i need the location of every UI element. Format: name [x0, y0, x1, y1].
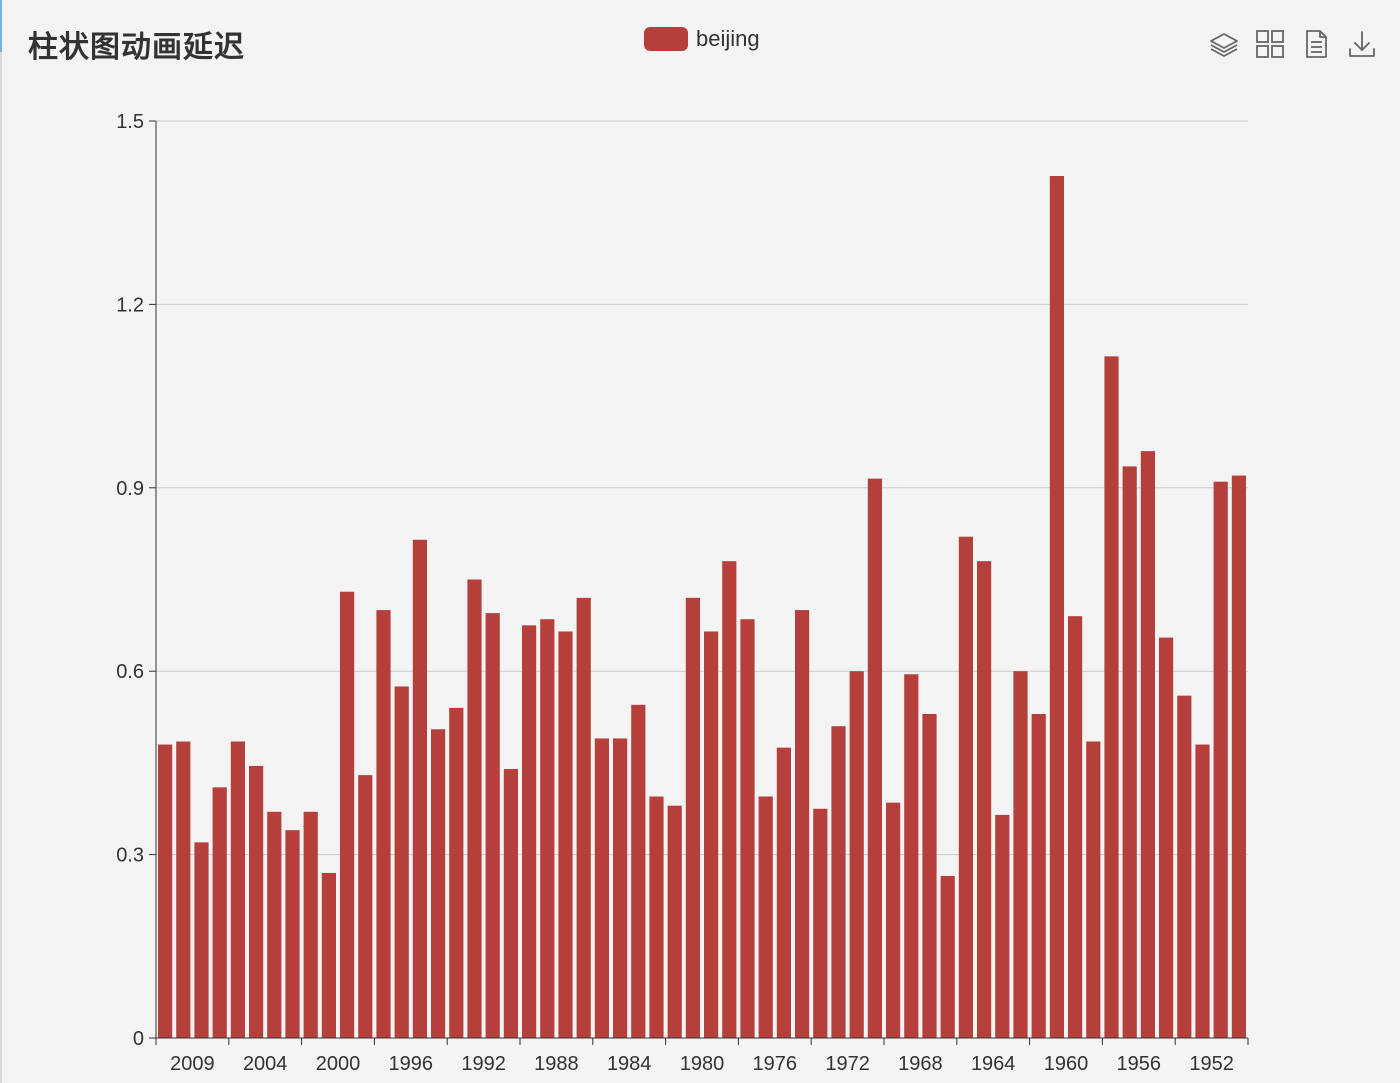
- bar[interactable]: [340, 591, 355, 1038]
- bar[interactable]: [449, 707, 464, 1038]
- bars: [158, 176, 1246, 1039]
- bar[interactable]: [212, 787, 227, 1038]
- bar[interactable]: [831, 726, 846, 1038]
- data-view-icon[interactable]: [1298, 26, 1334, 62]
- bar[interactable]: [1159, 637, 1174, 1038]
- bar[interactable]: [576, 597, 591, 1038]
- bar[interactable]: [1177, 695, 1192, 1038]
- bar[interactable]: [649, 796, 664, 1038]
- bar[interactable]: [522, 625, 537, 1038]
- bar[interactable]: [467, 579, 482, 1039]
- tile-icon[interactable]: [1252, 26, 1288, 62]
- chart-title: 柱状图动画延迟: [28, 30, 245, 65]
- bar[interactable]: [303, 811, 318, 1038]
- bar[interactable]: [1031, 713, 1046, 1038]
- legend-item-beijing[interactable]: beijing: [644, 26, 760, 52]
- y-tick-label: 1.2: [116, 294, 144, 316]
- bar[interactable]: [412, 539, 427, 1038]
- bar[interactable]: [958, 536, 973, 1038]
- bar[interactable]: [886, 802, 901, 1038]
- grid-lines: [156, 120, 1248, 856]
- bar[interactable]: [431, 729, 446, 1038]
- bar[interactable]: [904, 674, 919, 1038]
- bar[interactable]: [849, 671, 864, 1038]
- axes: 0 0.3 0.6 0.9 1.2 1.5 2009 2004 2000 1996 1992 1988…: [116, 111, 1249, 1075]
- bar[interactable]: [685, 597, 700, 1038]
- x-tick-label: 2009: [170, 1053, 215, 1075]
- bar[interactable]: [1231, 475, 1246, 1038]
- x-tick-label: 2000: [316, 1053, 361, 1075]
- x-tick-label: 2004: [243, 1053, 288, 1075]
- bar[interactable]: [249, 765, 264, 1038]
- bar[interactable]: [176, 741, 191, 1038]
- bar[interactable]: [158, 744, 173, 1038]
- x-tick-label: 1984: [607, 1053, 652, 1075]
- bar[interactable]: [230, 741, 245, 1038]
- left-border: [0, 0, 2, 1083]
- x-tick-label: 1988: [534, 1053, 579, 1075]
- bar[interactable]: [1049, 176, 1064, 1038]
- bar[interactable]: [704, 631, 719, 1038]
- bar[interactable]: [321, 872, 336, 1038]
- bar[interactable]: [503, 769, 518, 1038]
- download-icon[interactable]: [1344, 26, 1380, 62]
- x-tick-label: 1964: [971, 1053, 1016, 1075]
- x-tick-label: 1996: [389, 1053, 434, 1075]
- legend-label: beijing: [696, 26, 760, 51]
- bar[interactable]: [1213, 481, 1228, 1039]
- legend-swatch: [644, 27, 688, 51]
- bar[interactable]: [194, 842, 209, 1038]
- bar[interactable]: [540, 619, 555, 1038]
- bar[interactable]: [594, 738, 609, 1038]
- left-border-highlight: [0, 0, 2, 52]
- bar[interactable]: [267, 811, 282, 1038]
- x-tick-label: 1956: [1117, 1053, 1162, 1075]
- bar[interactable]: [795, 610, 810, 1038]
- bar[interactable]: [667, 805, 682, 1038]
- y-tick-label: 0.9: [116, 478, 144, 500]
- bar[interactable]: [1086, 741, 1101, 1038]
- bar[interactable]: [613, 738, 628, 1038]
- bar[interactable]: [1122, 466, 1137, 1038]
- x-tick-label: 1972: [825, 1053, 870, 1075]
- toolbox: [1206, 26, 1380, 62]
- bar[interactable]: [776, 747, 791, 1038]
- bar[interactable]: [977, 561, 992, 1038]
- y-tick-label: 0: [133, 1028, 144, 1050]
- x-tick-label: 1968: [898, 1053, 943, 1075]
- bar[interactable]: [376, 610, 391, 1038]
- bar[interactable]: [758, 796, 773, 1038]
- bar[interactable]: [722, 561, 737, 1038]
- bar[interactable]: [1140, 451, 1155, 1038]
- x-tick-label: 1960: [1044, 1053, 1089, 1075]
- bar[interactable]: [485, 613, 500, 1038]
- x-tick-label: 1976: [753, 1053, 798, 1075]
- bar[interactable]: [995, 814, 1010, 1038]
- bar[interactable]: [558, 631, 573, 1038]
- x-tick-label: 1980: [680, 1053, 725, 1075]
- bar[interactable]: [1068, 616, 1083, 1038]
- x-tick-label: 1952: [1189, 1053, 1234, 1075]
- bar[interactable]: [358, 775, 373, 1038]
- bar[interactable]: [922, 713, 937, 1038]
- bar[interactable]: [1104, 356, 1119, 1038]
- stack-icon[interactable]: [1206, 26, 1242, 62]
- bar[interactable]: [867, 478, 882, 1038]
- bar[interactable]: [740, 619, 755, 1038]
- y-tick-label: 0.6: [116, 661, 144, 683]
- bar[interactable]: [1195, 744, 1210, 1038]
- bar[interactable]: [394, 686, 409, 1038]
- bar[interactable]: [940, 875, 955, 1038]
- x-tick-label: 1992: [461, 1053, 506, 1075]
- y-tick-label: 1.5: [116, 111, 144, 133]
- bar[interactable]: [1013, 671, 1028, 1038]
- y-tick-label: 0.3: [116, 845, 144, 867]
- bar[interactable]: [285, 830, 300, 1038]
- bar[interactable]: [631, 704, 646, 1038]
- bar[interactable]: [813, 808, 828, 1038]
